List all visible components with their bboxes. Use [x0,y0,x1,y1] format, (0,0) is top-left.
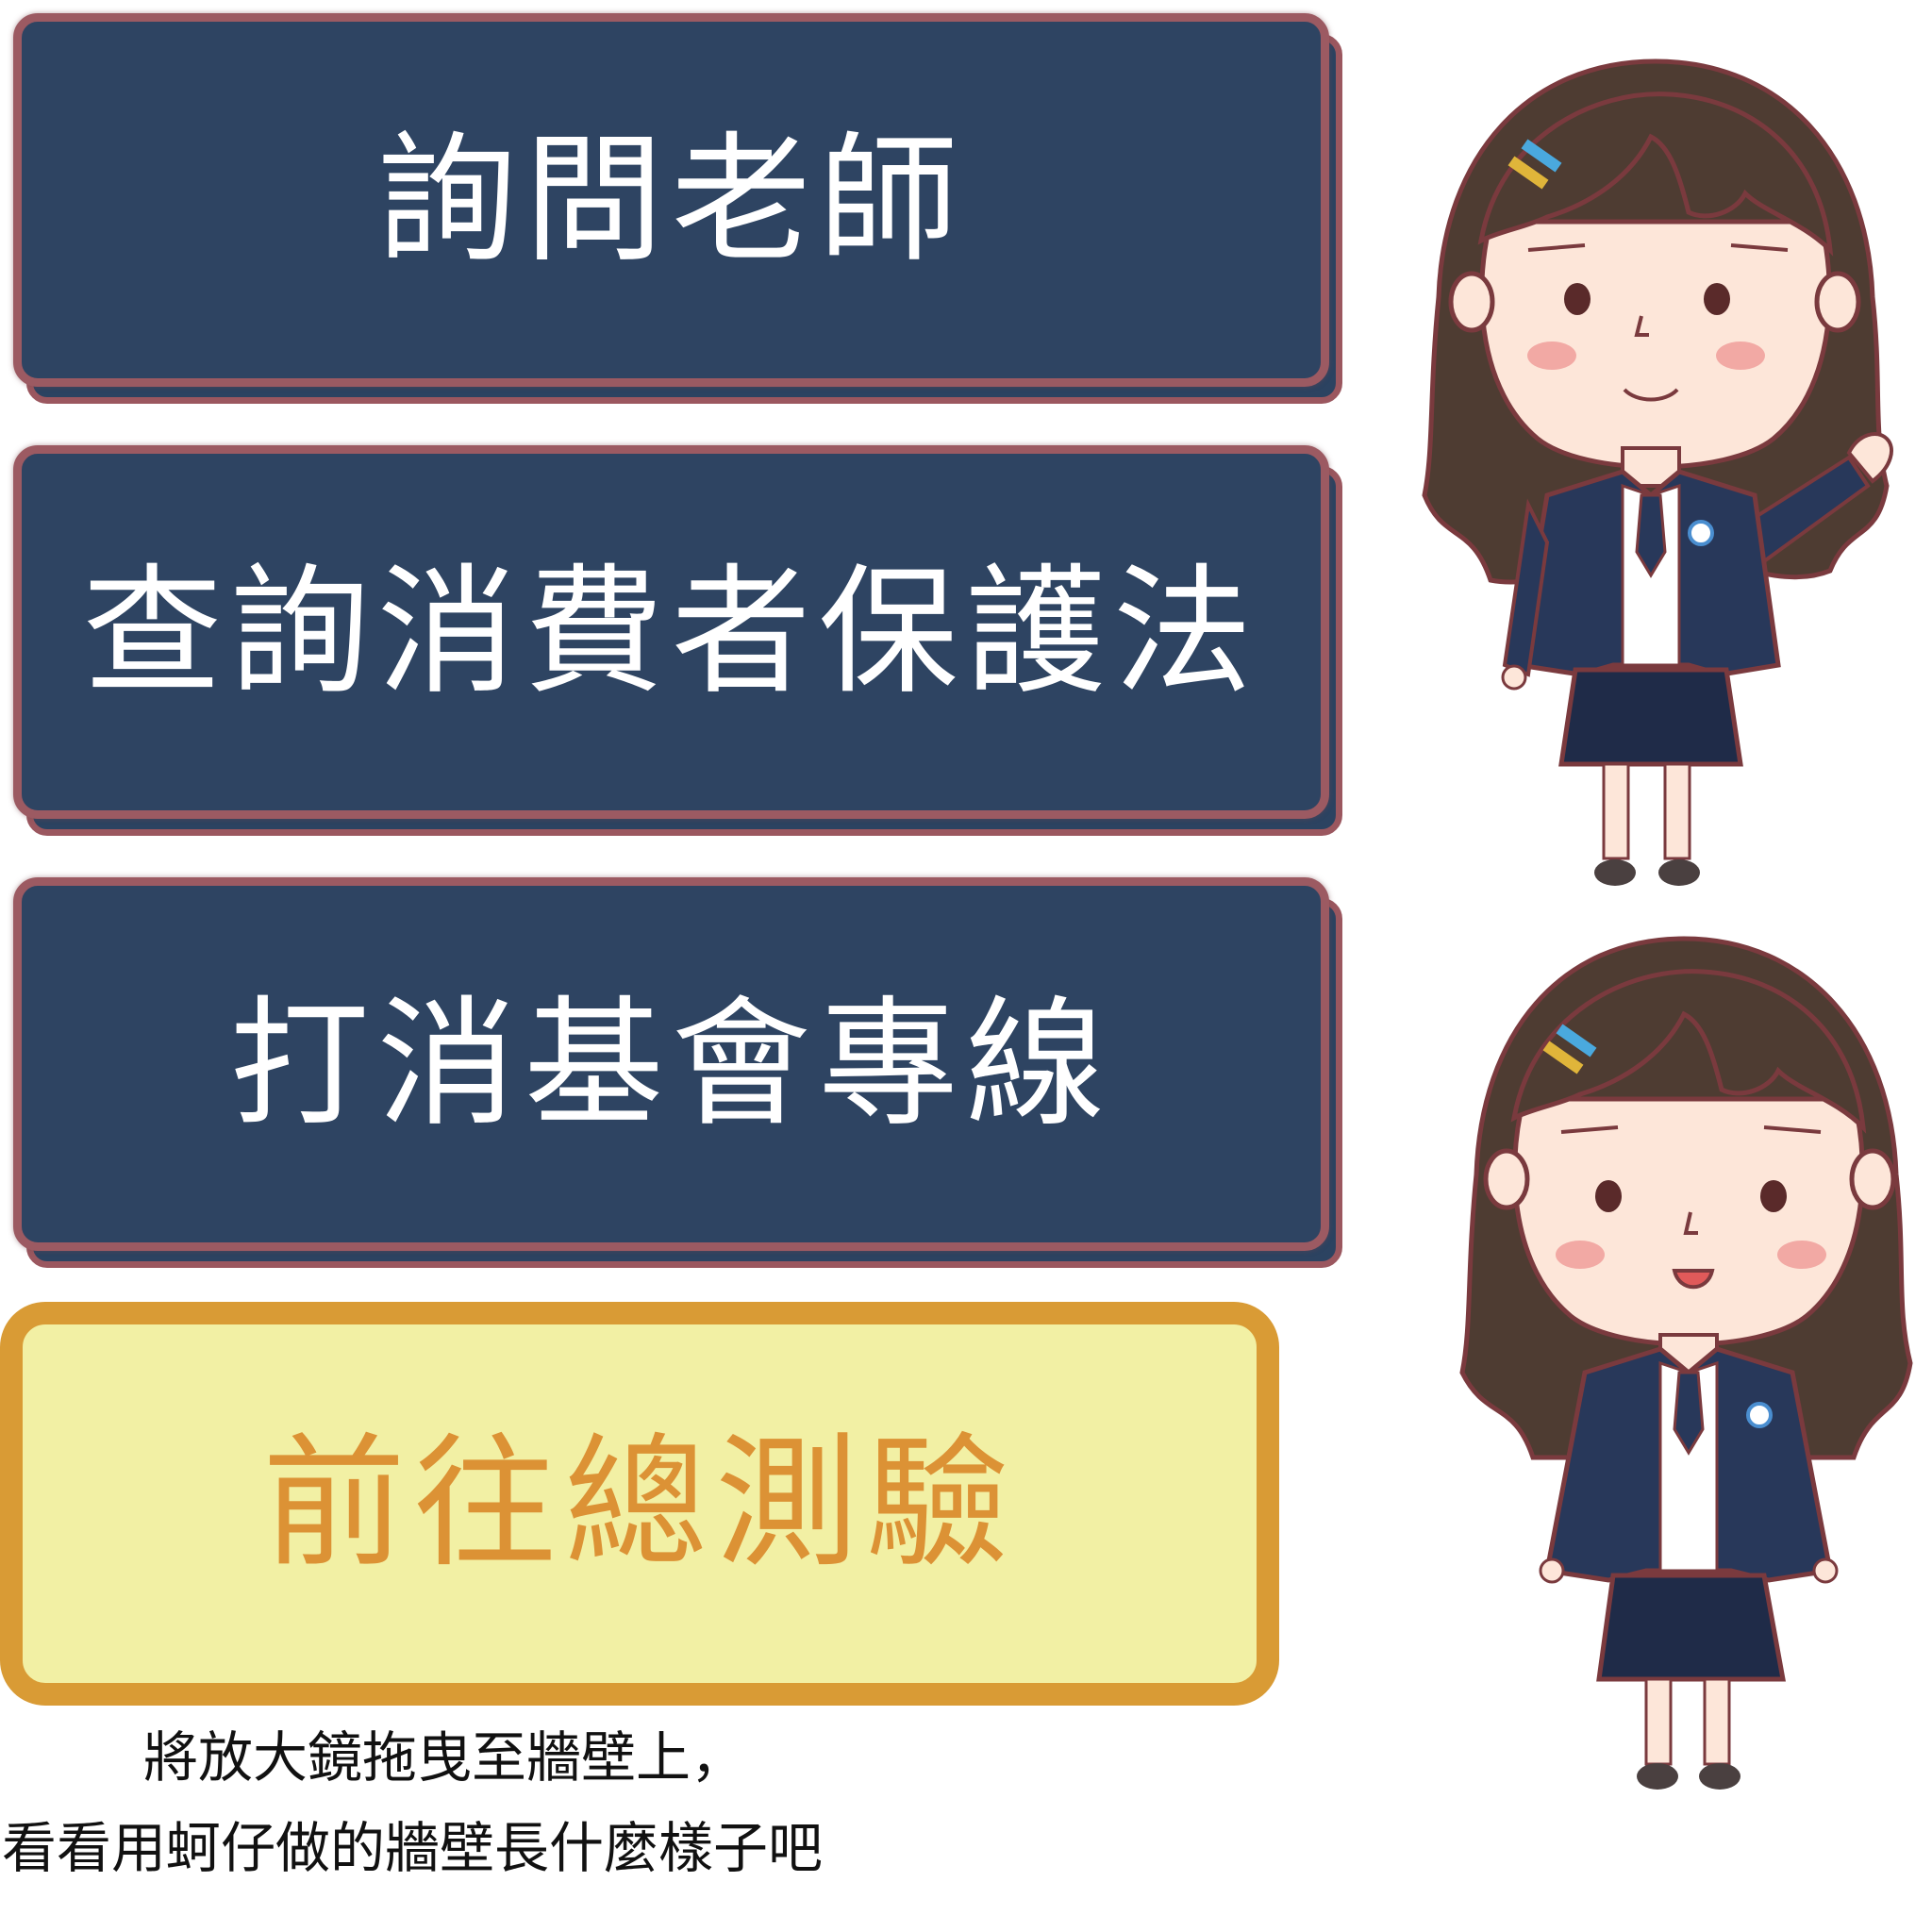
final-quiz-label: 前往總測驗 [262,1420,1017,1587]
girl-waving-illustration [1422,58,1893,886]
girl-smiling-illustration [1459,936,1913,1790]
consumer-foundation-hotline-button[interactable]: 打消基會專線 [13,877,1347,1272]
ask-teacher-label: 詢問老師 [376,119,966,281]
button-face: 詢問老師 [13,13,1329,387]
final-quiz-button[interactable]: 前往總測驗 [0,1302,1279,1706]
instruction-text: 將放大鏡拖曳至牆壁上， 看看用蚵仔做的牆壁長什麼樣子吧 [0,1712,1132,1893]
button-face: 查詢消費者保護法 [13,445,1329,819]
consumer-protection-law-label: 查詢消費者保護法 [82,551,1260,713]
instruction-line-1: 將放大鏡拖曳至牆壁上， [143,1725,746,1790]
consumer-foundation-hotline-label: 打消基會專線 [229,983,1113,1145]
button-face: 打消基會專線 [13,877,1329,1251]
instruction-line-2: 看看用蚵仔做的牆壁長什麼樣子吧 [2,1816,824,1880]
ask-teacher-button[interactable]: 詢問老師 [13,13,1347,408]
consumer-protection-law-button[interactable]: 查詢消費者保護法 [13,445,1347,840]
